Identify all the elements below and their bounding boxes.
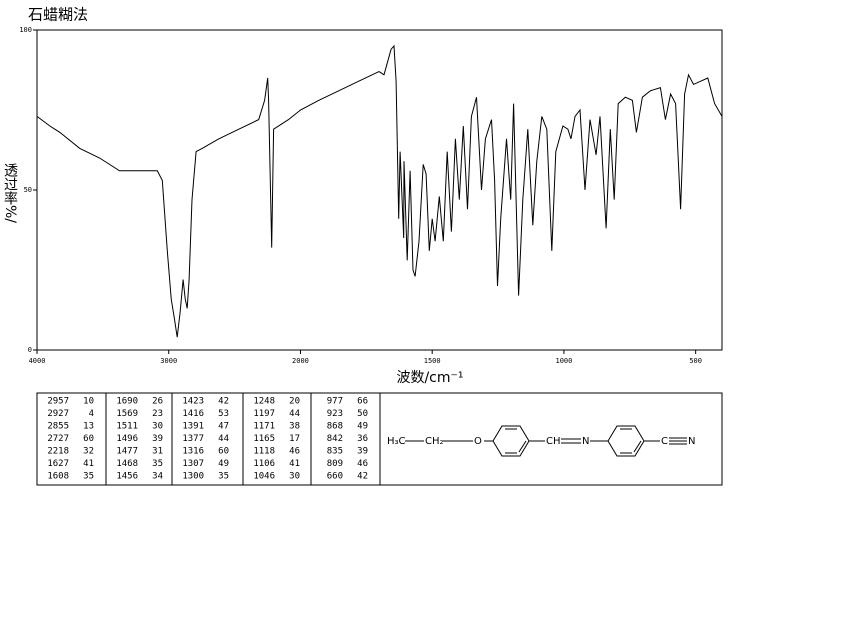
- peak-table: 2957 10 2927 4 2855 13 2727 60 2218 32 1627 41 1608 3…: [47, 393, 381, 485]
- atom-label: C: [661, 436, 668, 447]
- peak-wavenumber: 1468: [116, 459, 138, 469]
- peak-transmittance: 60: [83, 434, 94, 444]
- peak-wavenumber: 2957: [47, 397, 69, 407]
- peak-transmittance: 39: [357, 447, 368, 457]
- peak-wavenumber: 1690: [116, 397, 138, 407]
- x-tick-label: 4000: [29, 357, 46, 365]
- peak-transmittance: 53: [218, 409, 229, 419]
- peak-wavenumber: 2727: [47, 434, 69, 444]
- peak-wavenumber: 1377: [182, 434, 204, 444]
- peak-transmittance: 30: [289, 472, 300, 482]
- peak-transmittance: 20: [289, 397, 300, 407]
- peak-wavenumber: 842: [327, 434, 343, 444]
- peak-transmittance: 32: [83, 447, 94, 457]
- peak-transmittance: 34: [152, 472, 163, 482]
- peak-wavenumber: 1106: [253, 459, 275, 469]
- peak-transmittance: 36: [357, 434, 368, 444]
- peak-wavenumber: 1627: [47, 459, 69, 469]
- atom-label: O: [474, 436, 482, 447]
- peak-wavenumber: 1423: [182, 397, 204, 407]
- peak-wavenumber: 1511: [116, 422, 138, 432]
- peak-transmittance: 50: [357, 409, 368, 419]
- x-tick-label: 500: [689, 357, 702, 365]
- peak-transmittance: 4: [89, 409, 94, 419]
- atom-label: N: [582, 436, 589, 447]
- chart-title: 石蜡糊法: [28, 6, 88, 24]
- peak-transmittance: 44: [218, 434, 229, 444]
- atom-label: N: [688, 436, 695, 447]
- x-tick-label: 1500: [424, 357, 441, 365]
- peak-transmittance: 49: [357, 422, 368, 432]
- peak-transmittance: 35: [83, 472, 94, 482]
- structure: [405, 425, 687, 457]
- peak-transmittance: 35: [218, 472, 229, 482]
- peak-transmittance: 42: [218, 397, 229, 407]
- peak-wavenumber: 1307: [182, 459, 204, 469]
- peak-transmittance: 26: [152, 397, 163, 407]
- peak-wavenumber: 1046: [253, 472, 275, 482]
- peak-transmittance: 31: [152, 447, 163, 457]
- peak-transmittance: 47: [218, 422, 229, 432]
- y-tick-label: 0: [28, 346, 32, 354]
- x-axis-label: 波数/cm⁻¹: [396, 370, 463, 386]
- peak-transmittance: 39: [152, 434, 163, 444]
- atom-label: CH₂: [425, 436, 444, 447]
- peak-wavenumber: 835: [327, 447, 343, 457]
- peak-transmittance: 44: [289, 409, 300, 419]
- peak-wavenumber: 923: [327, 409, 343, 419]
- peak-transmittance: 23: [152, 409, 163, 419]
- peak-wavenumber: 1416: [182, 409, 204, 419]
- peak-wavenumber: 2927: [47, 409, 69, 419]
- peak-transmittance: 17: [289, 434, 300, 444]
- plot-frame: [36, 29, 723, 351]
- peak-wavenumber: 977: [327, 397, 343, 407]
- peak-transmittance: 30: [152, 422, 163, 432]
- atom-label: CH: [546, 436, 561, 447]
- peak-wavenumber: 1171: [253, 422, 275, 432]
- peak-wavenumber: 1496: [116, 434, 138, 444]
- x-tick-label: 1000: [555, 357, 572, 365]
- peak-wavenumber: 2218: [47, 447, 69, 457]
- peak-transmittance: 41: [83, 459, 94, 469]
- peak-transmittance: 46: [357, 459, 368, 469]
- peak-transmittance: 38: [289, 422, 300, 432]
- peak-transmittance: 60: [218, 447, 229, 457]
- peak-wavenumber: 1456: [116, 472, 138, 482]
- peak-wavenumber: 1477: [116, 447, 138, 457]
- peak-transmittance: 49: [218, 459, 229, 469]
- peak-wavenumber: 1197: [253, 409, 275, 419]
- y-tick-label: 100: [19, 26, 32, 34]
- peak-transmittance: 42: [357, 472, 368, 482]
- x-tick-label: 2000: [292, 357, 309, 365]
- peak-wavenumber: 1569: [116, 409, 138, 419]
- spectrum-line: [36, 44, 723, 338]
- peak-wavenumber: 1300: [182, 472, 204, 482]
- peak-transmittance: 35: [152, 459, 163, 469]
- peak-transmittance: 10: [83, 397, 94, 407]
- peak-transmittance: 41: [289, 459, 300, 469]
- peak-transmittance: 46: [289, 447, 300, 457]
- peak-transmittance: 66: [357, 397, 368, 407]
- atom-label: H₃C: [387, 436, 406, 447]
- peak-wavenumber: 809: [327, 459, 343, 469]
- peak-wavenumber: 660: [327, 472, 343, 482]
- peak-wavenumber: 1248: [253, 397, 275, 407]
- peak-transmittance: 13: [83, 422, 94, 432]
- peak-wavenumber: 1391: [182, 422, 204, 432]
- x-tick-label: 3000: [160, 357, 177, 365]
- peak-wavenumber: 868: [327, 422, 343, 432]
- peak-wavenumber: 2855: [47, 422, 69, 432]
- y-axis-label: 透过率%/: [2, 163, 18, 223]
- peak-wavenumber: 1165: [253, 434, 275, 444]
- y-tick-label: 50: [24, 186, 32, 194]
- peak-wavenumber: 1608: [47, 472, 69, 482]
- peak-wavenumber: 1316: [182, 447, 204, 457]
- peak-wavenumber: 1118: [253, 447, 275, 457]
